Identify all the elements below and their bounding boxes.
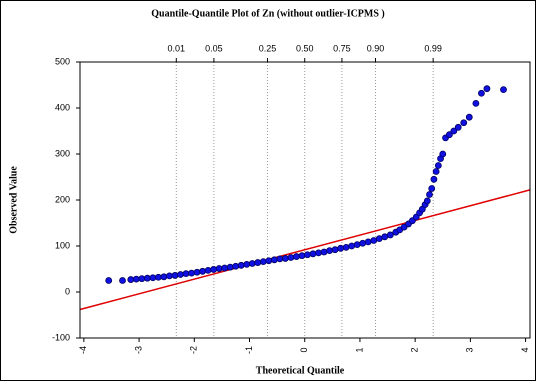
- data-point: [320, 248, 328, 256]
- data-point: [381, 233, 389, 241]
- data-point: [199, 267, 206, 275]
- data-point: [166, 272, 173, 280]
- data-point: [359, 239, 367, 247]
- data-point: [500, 86, 507, 93]
- top-tick-label: 0.25: [259, 43, 277, 53]
- x-tick-label: -2: [189, 346, 199, 354]
- data-point: [370, 237, 378, 244]
- data-point: [298, 252, 306, 260]
- plot-frame: [79, 61, 531, 339]
- data-point: [309, 250, 317, 258]
- top-tick-label: 0.99: [424, 43, 442, 53]
- y-tick-label: 100: [55, 240, 70, 250]
- y-tick-label: 500: [55, 56, 70, 66]
- y-tick-label: 400: [55, 102, 70, 112]
- data-point: [276, 255, 284, 263]
- top-tick-label: 0.05: [205, 43, 223, 53]
- data-point: [375, 235, 383, 243]
- y-tick-label: 0: [65, 286, 70, 296]
- data-point: [171, 272, 179, 279]
- data-point: [193, 268, 201, 276]
- data-point: [478, 89, 485, 97]
- data-point: [149, 274, 157, 282]
- reference-line: [79, 189, 531, 311]
- data-point: [353, 241, 361, 249]
- data-point: [188, 269, 195, 277]
- data-point: [326, 247, 333, 255]
- data-point: [337, 244, 345, 252]
- data-point: [434, 162, 442, 169]
- data-point: [304, 251, 311, 259]
- data-point: [445, 131, 453, 139]
- data-point: [182, 270, 190, 278]
- data-point: [127, 276, 135, 283]
- data-point: [221, 264, 229, 272]
- data-point: [259, 258, 267, 266]
- data-point: [248, 260, 256, 267]
- data-point: [265, 257, 273, 265]
- top-tick-label: 0.90: [367, 43, 385, 53]
- data-point: [237, 261, 245, 269]
- x-tick-label: 3: [465, 347, 475, 352]
- y-axis-label: Observed Value: [8, 166, 19, 234]
- data-point: [287, 254, 295, 261]
- y-tick-label: -100: [52, 332, 70, 342]
- data-point: [210, 266, 218, 273]
- y-tick-label: 200: [55, 194, 70, 204]
- data-point: [270, 256, 278, 264]
- x-tick-label: -4: [78, 346, 88, 354]
- data-point: [155, 273, 162, 281]
- x-tick-label: -3: [133, 346, 143, 354]
- top-tick-label: 0.01: [168, 43, 186, 53]
- data-point: [426, 191, 433, 198]
- top-tick-label: 0.50: [296, 43, 314, 53]
- data-point: [281, 255, 289, 262]
- data-point: [460, 119, 468, 127]
- data-point: [138, 275, 146, 283]
- x-tick-label: 4: [520, 347, 530, 352]
- data-point: [450, 127, 458, 135]
- data-point: [293, 253, 300, 260]
- top-tick-label: 0.75: [333, 43, 351, 53]
- plot-area: 0.01 0.05 0.25 0.50 0.75 0.90 0.99 -100 0 100 200 3…: [52, 43, 531, 354]
- data-point: [119, 277, 126, 284]
- x-tick-label: 1: [354, 347, 364, 352]
- data-point: [465, 113, 473, 121]
- data-point: [364, 238, 372, 246]
- data-point: [254, 259, 262, 266]
- data-point: [232, 262, 240, 270]
- data-point: [342, 243, 350, 251]
- chart-title: Quantile-Quantile Plot of Zn (without ou…: [151, 8, 385, 19]
- y-tick-label: 300: [55, 148, 70, 158]
- x-tick-label: -1: [244, 346, 254, 354]
- data-point: [454, 123, 462, 131]
- x-tick-label: 0: [299, 347, 309, 352]
- data-point: [423, 197, 431, 205]
- data-point: [204, 266, 212, 274]
- data-point: [243, 260, 251, 268]
- x-axis-label: Theoretical Quantile: [256, 365, 345, 376]
- data-point: [315, 249, 322, 257]
- data-point: [215, 265, 223, 272]
- data-point: [439, 150, 447, 158]
- data-point: [483, 85, 491, 93]
- data-point: [386, 231, 394, 239]
- data-point: [143, 274, 151, 282]
- data-point: [472, 100, 480, 107]
- data-point: [105, 277, 113, 284]
- x-tick-label: 2: [410, 347, 420, 352]
- data-point: [331, 246, 339, 254]
- data-point: [177, 271, 184, 278]
- data-point: [348, 242, 356, 250]
- data-point: [432, 168, 440, 175]
- data-point: [160, 273, 168, 281]
- data-point: [430, 175, 438, 183]
- data-point: [132, 275, 140, 283]
- data-point: [428, 185, 436, 192]
- data-point: [226, 263, 234, 271]
